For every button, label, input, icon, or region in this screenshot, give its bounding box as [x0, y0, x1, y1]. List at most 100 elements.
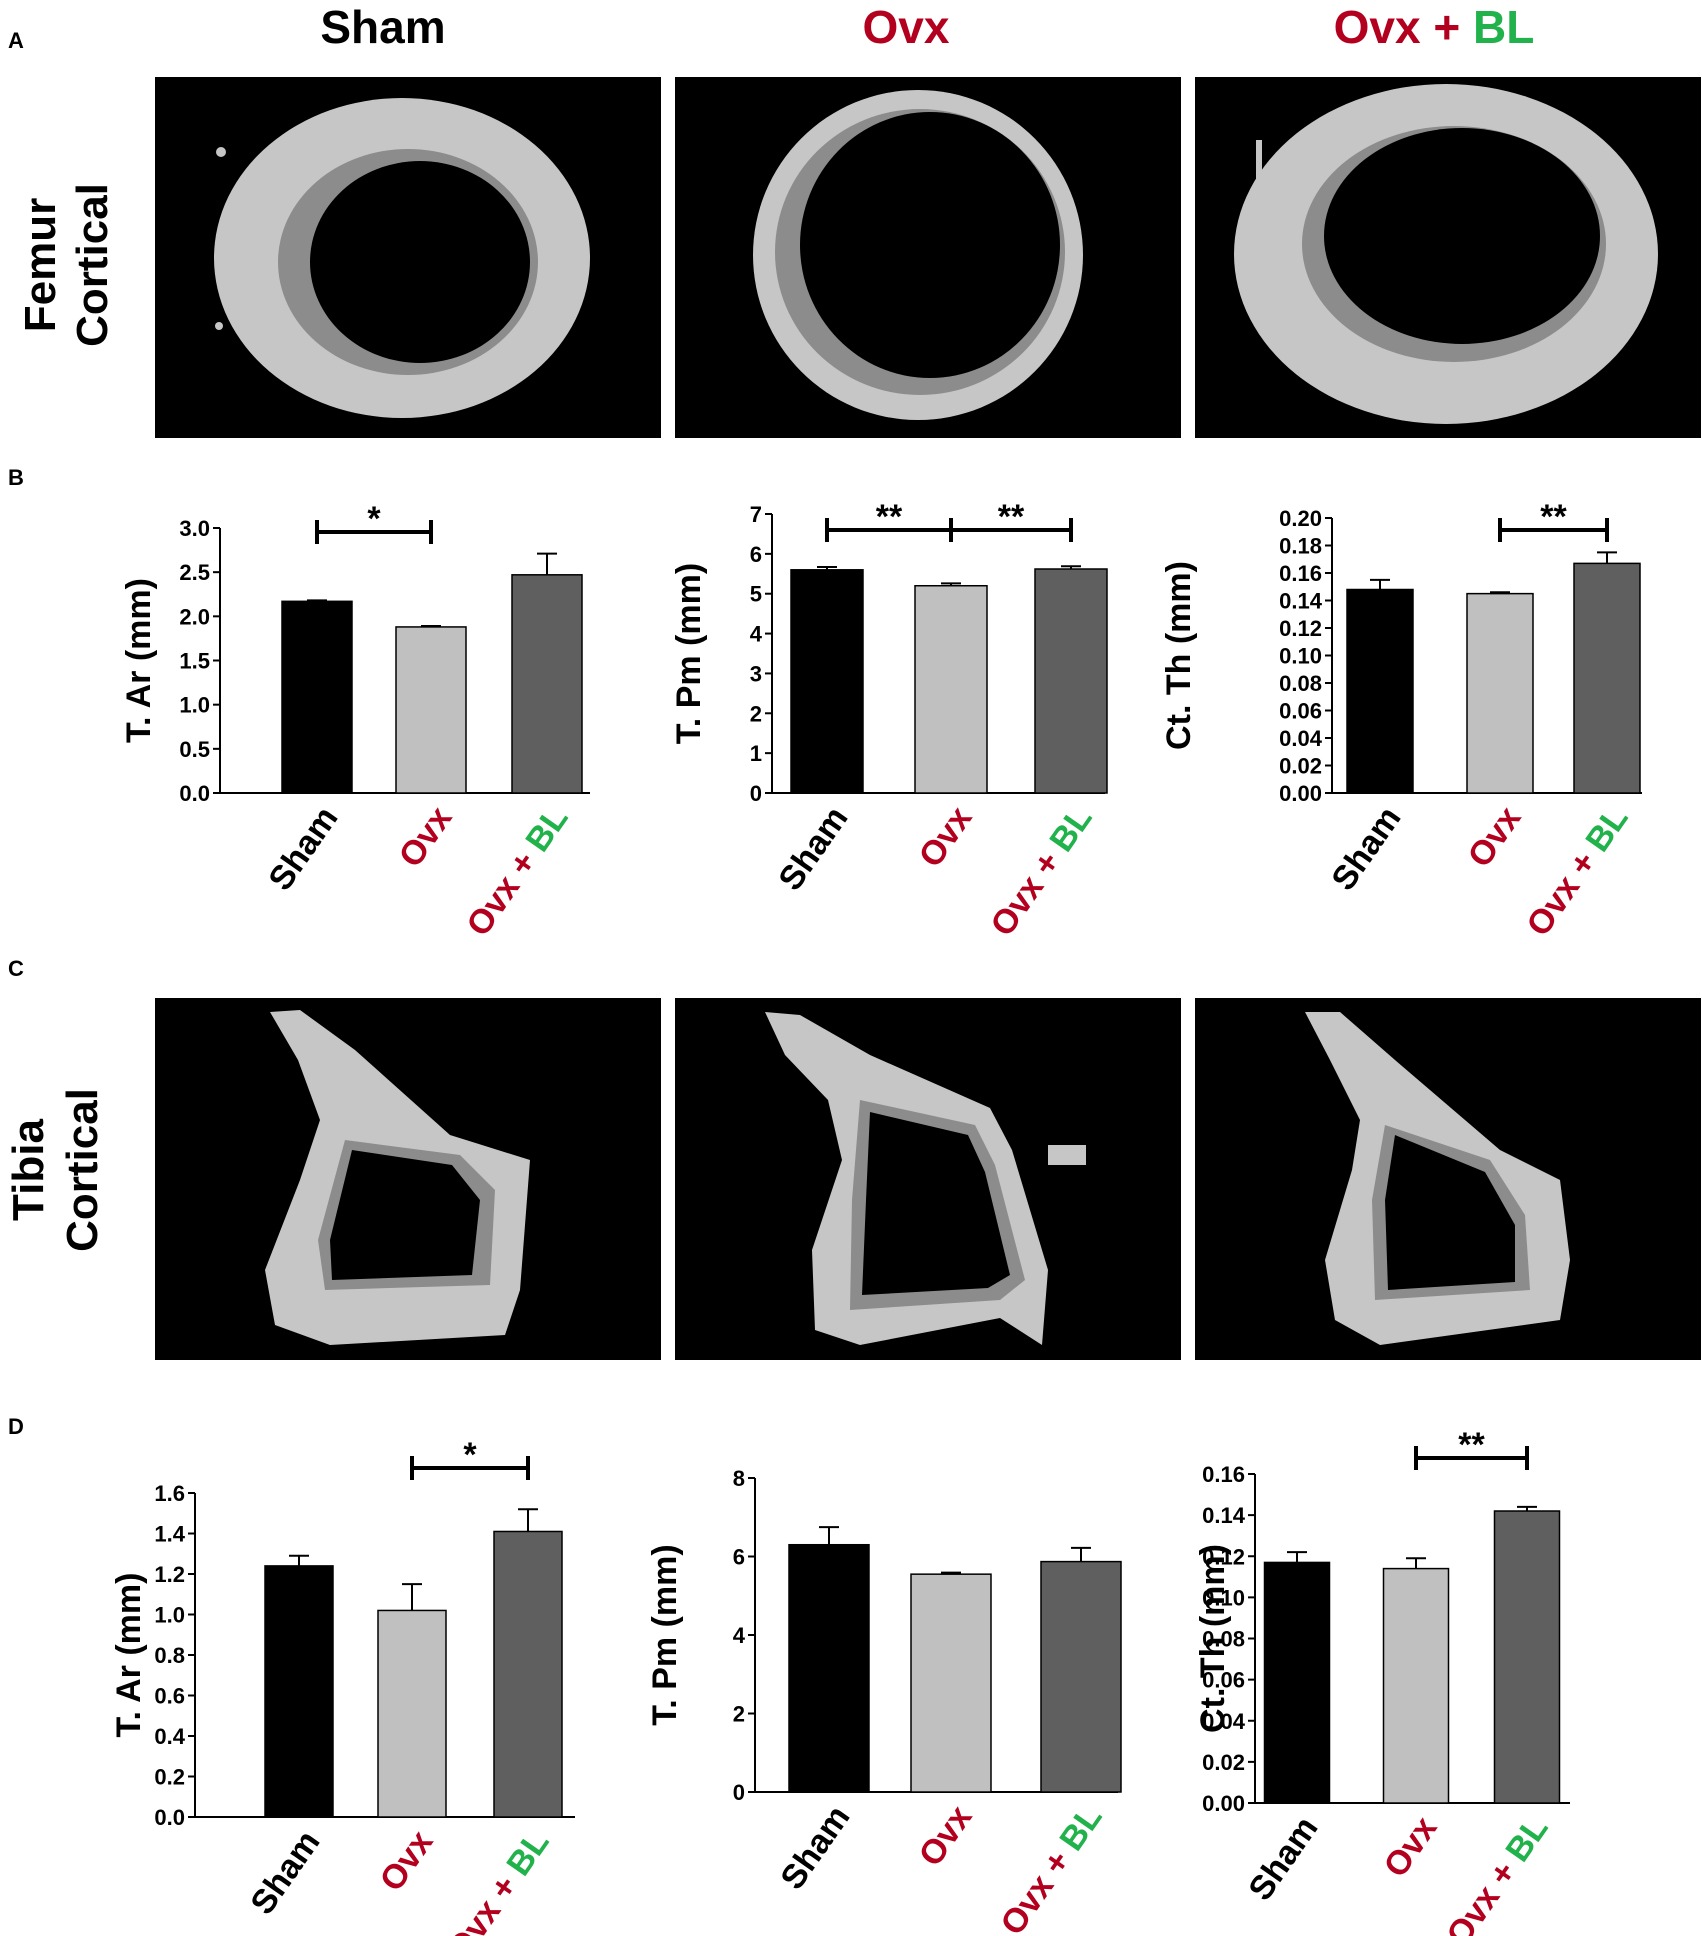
x-tick-label: Ovx [912, 800, 980, 875]
y-tick-label: 0.0 [179, 781, 210, 806]
x-tick-label-part-0: Sham [1324, 800, 1408, 898]
x-tick-label: Ovx + BL [983, 800, 1099, 943]
x-tick-label-part-0: Sham [1241, 1810, 1325, 1908]
x-tick-label: Ovx [392, 800, 460, 875]
y-tick-label: 0.06 [1202, 1668, 1245, 1693]
bone-fragment [1256, 140, 1262, 180]
y-tick-label: 0.0 [154, 1805, 185, 1830]
y-axis-label: Ct. Th (mm) [1160, 561, 1198, 750]
bone-marrow-cavity [800, 112, 1060, 378]
bar-sham [788, 1543, 870, 1793]
y-tick-label: 0.2 [154, 1765, 185, 1790]
row-label-tibia-line2: Cortical [58, 1088, 107, 1252]
x-tick-label: Ovx + BL [459, 800, 575, 943]
y-tick-label: 0 [733, 1780, 745, 1805]
y-tick-label: 0.08 [1202, 1627, 1245, 1652]
significance-label: ** [876, 498, 903, 536]
chart-b1-total-area: 0.0 0.5 1.0 1.5 2.0 2.5 3.0 T. Ar (mm) Sham Ovx Ov… [120, 500, 590, 943]
chart-d3-cortical-thickness: 0.00 0.02 0.04 0.06 0.08 0.10 0.12 0.14 0.16 Ct. … [1194, 1426, 1570, 1936]
x-tick-label: Ovx + BL [993, 1799, 1109, 1936]
chart-d1-total-area: 0.0 0.2 0.4 0.6 0.8 1.0 1.2 1.4 1.6 T. Ar (mm) Sha… [110, 1436, 575, 1936]
row-label-femur: Femur Cortical [16, 183, 117, 347]
bone-marrow-cavity [1324, 128, 1600, 344]
x-tick-label-part-0: Ovx [912, 800, 980, 875]
x-tick-label: Ovx [373, 1824, 441, 1899]
panel-letter-c: C [8, 956, 24, 981]
panel-letter-d: D [8, 1414, 24, 1439]
y-tick-label: 0.14 [1279, 589, 1323, 614]
x-tick-label: Ovx [1461, 800, 1529, 875]
bone-fragment [1048, 1145, 1086, 1165]
femur-image-ovx [675, 77, 1181, 438]
y-tick-label: 0.08 [1279, 671, 1322, 696]
femur-image-sham [155, 77, 661, 438]
bar-ovx-bl [1573, 562, 1641, 794]
x-tick-label-part-0: Ovx + [993, 1836, 1083, 1936]
y-tick-label: 6 [750, 542, 762, 567]
y-tick-label: 2.5 [179, 560, 210, 585]
column-header-ovx-bl: Ovx + BL [1334, 1, 1535, 53]
y-tick-label: 0.8 [154, 1643, 185, 1668]
row-label-tibia-line1: Tibia [4, 1119, 53, 1221]
x-tick-label-part-0: Ovx [373, 1824, 441, 1899]
bar-ovx-bl [1034, 568, 1108, 794]
bar-ovx [377, 1609, 447, 1818]
y-tick-label: 3 [750, 661, 762, 686]
bar-sham [1346, 588, 1414, 794]
x-tick-label: Sham [1241, 1810, 1325, 1908]
y-axis-label: Ct. Th (mm) [1194, 1544, 1232, 1733]
y-axis-label: T. Ar (mm) [120, 578, 158, 743]
row-label-tibia: Tibia Cortical [4, 1088, 107, 1252]
bone-marrow-cavity [330, 1150, 480, 1280]
y-tick-label: 0.06 [1279, 699, 1322, 724]
chart-b3-cortical-thickness: 0.000.02 0.040.06 0.080.10 0.120.14 0.160.18… [1160, 498, 1642, 943]
panel-letter-a: A [8, 28, 24, 53]
panel-letter-b: B [8, 465, 24, 490]
y-tick-label: 1.0 [179, 693, 210, 718]
bar-ovx [395, 626, 467, 794]
y-tick-label: 7 [750, 502, 762, 527]
bar-sham [790, 569, 864, 794]
x-tick-label-part-0: Sham [261, 800, 345, 898]
significance-label: ** [1540, 498, 1567, 536]
bar-ovx-bl [511, 574, 583, 794]
x-tick-label-part-0: Sham [243, 1824, 327, 1922]
x-tick-label-part-0: Ovx + [983, 837, 1073, 943]
significance-label: ** [998, 498, 1025, 536]
bone-marrow-cavity [862, 1112, 1010, 1295]
y-tick-label: 0.10 [1279, 644, 1322, 669]
x-tick-label: Ovx [1377, 1810, 1445, 1885]
bone-marrow-cavity [1385, 1135, 1515, 1290]
y-tick-label: 1.6 [154, 1481, 185, 1506]
bar-sham [1263, 1561, 1331, 1804]
significance-label: * [367, 500, 381, 538]
y-tick-label: 0.04 [1202, 1709, 1246, 1734]
bar-ovx [910, 1573, 992, 1793]
x-tick-label: Ovx [912, 1799, 980, 1874]
bone-marrow-cavity [310, 161, 530, 363]
significance-label: ** [1458, 1426, 1485, 1464]
y-tick-label: 1.0 [154, 1603, 185, 1628]
bone-fragment [215, 322, 223, 330]
chart-d2-total-perimeter: 0 2 4 6 8 T. Pm (mm) Sham Ovx Ovx + BL [646, 1466, 1122, 1936]
y-axis-label: T. Pm (mm) [670, 563, 708, 744]
x-tick-label-part-0: Sham [771, 800, 855, 898]
column-header-sham: Sham [320, 1, 445, 53]
y-tick-label: 6 [733, 1545, 745, 1570]
y-tick-label: 1.4 [154, 1522, 185, 1547]
y-axis-label: T. Pm (mm) [646, 1544, 684, 1725]
x-tick-label: Sham [771, 800, 855, 898]
y-tick-label: 0.04 [1279, 726, 1323, 751]
x-tick-label: Ovx + BL [1519, 800, 1635, 943]
x-tick-label-part-0: Ovx [912, 1799, 980, 1874]
tibia-image-sham [155, 998, 661, 1360]
y-axis-label: T. Ar (mm) [110, 1573, 148, 1738]
y-tick-label: 0.02 [1202, 1750, 1245, 1775]
bar-ovx [1382, 1567, 1450, 1804]
significance-label: * [463, 1436, 477, 1474]
x-tick-label-part-0: Ovx [1461, 800, 1529, 875]
y-tick-label: 4 [750, 622, 763, 647]
bar-sham [264, 1565, 334, 1818]
bar-ovx-bl [493, 1530, 563, 1818]
